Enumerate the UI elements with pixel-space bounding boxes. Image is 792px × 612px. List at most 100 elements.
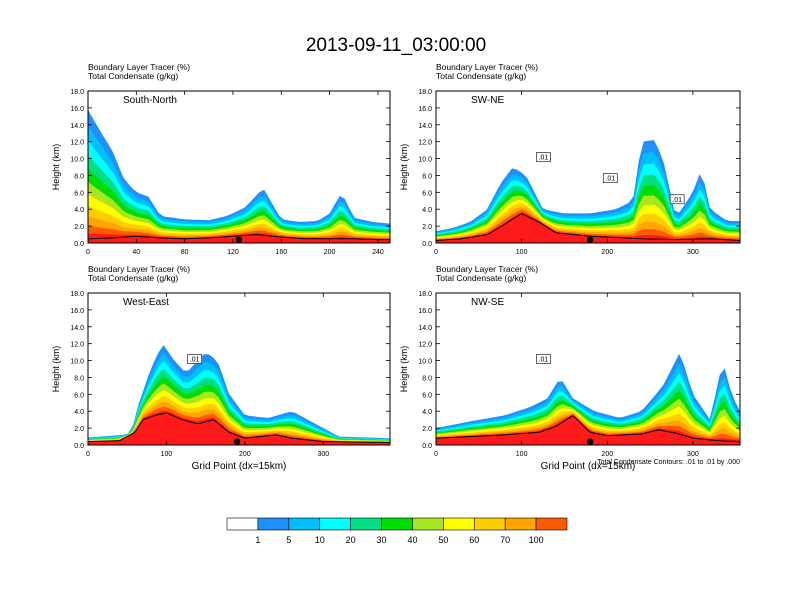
colorbar-box <box>226 517 259 531</box>
y-tick-label: 12.0 <box>418 342 432 349</box>
y-tick-label: 18.0 <box>70 89 84 96</box>
y-tick-label: 8.0 <box>74 173 84 180</box>
y-tick-label: 8.0 <box>422 173 432 180</box>
plot-frame <box>87 90 391 244</box>
y-axis-label: Height (km) <box>399 346 409 393</box>
panel-header-line: Total Condensate (g/kg) <box>88 273 178 283</box>
x-tick-label: 80 <box>181 249 189 256</box>
y-tick-label: 16.0 <box>70 106 84 113</box>
plot-area <box>436 353 740 445</box>
y-tick-label: 16.0 <box>418 308 432 315</box>
contour-label-box <box>669 194 685 205</box>
y-tick-label: 6.0 <box>422 392 432 399</box>
y-tick-label: 12.0 <box>70 342 84 349</box>
x-tick-label: 100 <box>161 451 173 458</box>
panel-label: NW-SE <box>471 297 504 308</box>
colorbar-label: 50 <box>438 535 448 545</box>
footnote: Total Condensate Contours: .01 to .01 by… <box>597 459 740 466</box>
y-tick-label: 14.0 <box>70 123 84 130</box>
colorbar-box <box>473 517 506 531</box>
y-tick-label: 12.0 <box>418 140 432 147</box>
panel-4: Boundary Layer Tracer (%)Total Condensat… <box>399 264 741 472</box>
y-tick-label: 0.0 <box>74 443 84 450</box>
y-tick-label: 2.0 <box>422 224 432 231</box>
colorbar-box <box>535 517 568 531</box>
plot-area <box>88 345 390 445</box>
y-tick-label: 8.0 <box>422 375 432 382</box>
x-tick-label: 300 <box>687 249 699 256</box>
x-tick-label: 100 <box>516 249 528 256</box>
panel-header-line: Boundary Layer Tracer (%) <box>436 264 538 274</box>
panel-2: Boundary Layer Tracer (%)Total Condensat… <box>399 62 741 256</box>
terrain <box>88 412 390 445</box>
plot-frame <box>435 90 741 244</box>
x-tick-label: 300 <box>317 451 329 458</box>
x-tick-label: 0 <box>434 451 438 458</box>
x-tick-label: 0 <box>86 249 90 256</box>
x-axis-label: Grid Point (dx=15km) <box>541 461 636 472</box>
panel-1: Boundary Layer Tracer (%)Total Condensat… <box>51 62 391 256</box>
x-tick-label: 120 <box>227 249 239 256</box>
panel-label: West-East <box>123 297 169 308</box>
y-tick-label: 4.0 <box>422 409 432 416</box>
y-tick-label: 0.0 <box>74 241 84 248</box>
contour-label: .01 <box>669 194 685 205</box>
plot-area <box>436 140 740 243</box>
y-tick-label: 10.0 <box>418 359 432 366</box>
panel-header-line: Boundary Layer Tracer (%) <box>88 264 190 274</box>
colorbar: 1 5 10 20 30 40 50 60 70 100 <box>226 517 568 545</box>
colorbar-box <box>288 517 321 531</box>
colorbar-box <box>443 517 475 531</box>
plot-frame <box>87 292 391 446</box>
contour-label: .01 <box>536 354 551 364</box>
x-tick-label: 160 <box>275 249 287 256</box>
y-tick-label: 10.0 <box>70 359 84 366</box>
contour-label-text: .01 <box>672 197 682 204</box>
y-tick-label: 0.0 <box>422 443 432 450</box>
colorbar-box <box>412 517 444 531</box>
x-tick-label: 200 <box>239 451 251 458</box>
contour-label-text: .01 <box>605 176 615 183</box>
x-tick-label: 200 <box>601 451 613 458</box>
colorbar-label: 20 <box>346 535 356 545</box>
panel-header-line: Total Condensate (g/kg) <box>436 273 526 283</box>
plot-frame <box>435 292 741 446</box>
colorbar-box <box>319 517 351 531</box>
colorbar-box <box>350 517 382 531</box>
location-marker <box>233 438 241 445</box>
contour-label-text: .01 <box>190 357 200 364</box>
contour-label-box <box>187 354 202 364</box>
colorbar-label: 1 <box>255 535 260 545</box>
x-tick-label: 0 <box>434 249 438 256</box>
location-marker <box>586 236 594 243</box>
terrain <box>436 414 740 445</box>
panel-header-line: Boundary Layer Tracer (%) <box>88 62 190 72</box>
y-tick-label: 6.0 <box>74 392 84 399</box>
tracer-level-8 <box>88 205 390 243</box>
panel-header-line: Boundary Layer Tracer (%) <box>436 62 538 72</box>
x-axis-label: Grid Point (dx=15km) <box>192 461 287 472</box>
y-tick-label: 4.0 <box>74 207 84 214</box>
y-axis-label: Height (km) <box>51 144 61 191</box>
y-tick-label: 16.0 <box>418 106 432 113</box>
contour-label: .01 <box>536 152 551 162</box>
colorbar-box <box>504 517 537 531</box>
location-marker <box>586 438 594 445</box>
x-tick-label: 40 <box>132 249 140 256</box>
panels: Boundary Layer Tracer (%)Total Condensat… <box>51 62 741 472</box>
y-tick-label: 14.0 <box>70 325 84 332</box>
y-tick-label: 2.0 <box>422 426 432 433</box>
colorbar-label: 70 <box>500 535 510 545</box>
panel-3: Boundary Layer Tracer (%)Total Condensat… <box>51 264 391 472</box>
colorbar-label: 10 <box>315 535 325 545</box>
contour-label-box <box>602 173 618 183</box>
y-tick-label: 4.0 <box>74 409 84 416</box>
y-tick-label: 8.0 <box>74 375 84 382</box>
y-tick-label: 10.0 <box>418 157 432 164</box>
contour-label-text: .01 <box>539 357 549 364</box>
x-tick-label: 200 <box>324 249 336 256</box>
y-axis-label: Height (km) <box>399 144 409 191</box>
location-marker <box>235 236 243 243</box>
y-tick-label: 2.0 <box>74 426 84 433</box>
